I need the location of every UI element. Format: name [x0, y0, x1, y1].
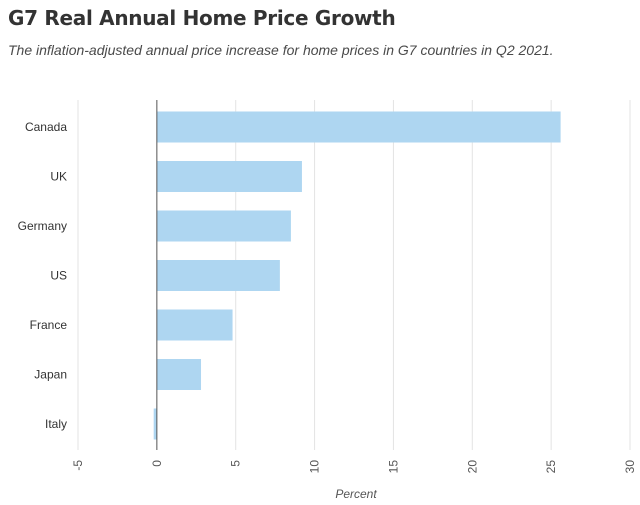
bar-germany: [156, 210, 291, 242]
x-tick-label: 5: [229, 460, 243, 467]
category-label: France: [30, 318, 68, 332]
category-labels: Canada UK Germany US France Japan Italy: [18, 120, 68, 431]
bar-france: [156, 309, 233, 341]
bar-us: [156, 260, 280, 291]
bar-uk: [156, 161, 302, 192]
x-tick-label: -5: [71, 460, 85, 471]
bar-japan: [156, 359, 202, 390]
x-tick-label: 0: [150, 460, 164, 467]
category-label: UK: [50, 170, 67, 184]
category-label: US: [50, 269, 67, 283]
bars: [153, 100, 561, 450]
bar-italy: [153, 408, 157, 440]
category-label: Canada: [25, 120, 67, 134]
chart-title: G7 Real Annual Home Price Growth: [8, 6, 396, 30]
x-axis-label: Percent: [335, 487, 377, 501]
category-label: Germany: [18, 219, 67, 233]
x-tick-label: 30: [623, 460, 637, 474]
category-label: Italy: [45, 417, 67, 431]
x-tick-label: 10: [308, 460, 322, 474]
bar-canada: [156, 111, 561, 143]
x-tick-labels: -5 0 5 10 15 20 25 30: [71, 460, 637, 474]
chart-subtitle: The inflation-adjusted annual price incr…: [8, 42, 554, 58]
x-tick-label: 15: [386, 460, 400, 474]
x-tick-label: 25: [544, 460, 558, 474]
category-label: Japan: [34, 368, 67, 382]
x-tick-label: 20: [465, 460, 479, 474]
